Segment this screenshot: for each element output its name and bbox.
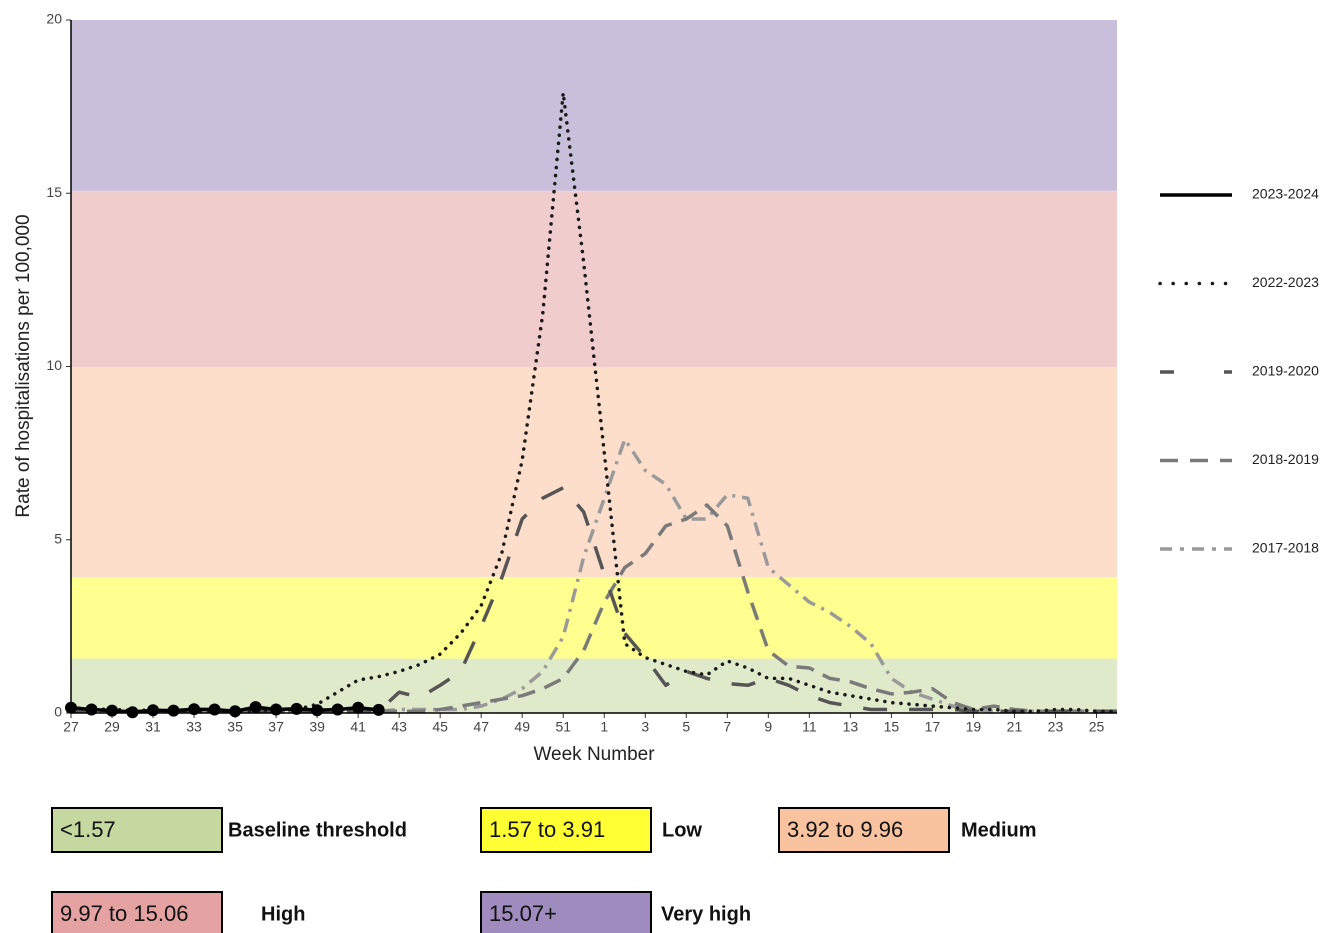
series-line xyxy=(69,91,1119,714)
threshold-range: 9.97 to 15.06 xyxy=(60,901,188,926)
x-tick-label: 51 xyxy=(555,719,571,735)
threshold-level: Medium xyxy=(961,819,1037,841)
x-tick-label: 23 xyxy=(1048,719,1064,735)
severity-band xyxy=(71,191,1117,368)
threshold-range: <1.57 xyxy=(60,817,116,842)
x-tick-label: 3 xyxy=(641,719,649,735)
threshold-range: 1.57 to 3.91 xyxy=(489,817,605,842)
threshold-level: Low xyxy=(662,819,702,841)
series-marker xyxy=(147,704,160,717)
x-tick-label: 45 xyxy=(432,719,448,735)
x-tick-label: 37 xyxy=(268,719,284,735)
x-tick-label: 41 xyxy=(350,719,366,735)
legend-label: 2018-2019 xyxy=(1252,451,1319,467)
series-marker xyxy=(290,702,303,715)
y-tick-label: 5 xyxy=(54,530,62,546)
series-marker xyxy=(167,704,180,717)
threshold-level: High xyxy=(261,903,305,925)
y-tick-label: 20 xyxy=(46,11,62,27)
series-marker xyxy=(229,705,242,718)
x-tick-label: 13 xyxy=(843,719,859,735)
x-tick-label: 43 xyxy=(391,719,407,735)
legend-label: 2022-2023 xyxy=(1252,274,1319,290)
legend-label: 2019-2020 xyxy=(1252,363,1319,379)
x-tick-label: 29 xyxy=(104,719,120,735)
series-line xyxy=(70,705,379,715)
series-marker xyxy=(372,703,385,716)
severity-band xyxy=(71,367,1117,578)
severity-band xyxy=(71,577,1117,659)
series-line xyxy=(71,503,1117,714)
threshold-level: Baseline threshold xyxy=(228,819,407,841)
threshold-box xyxy=(51,807,223,853)
threshold-box xyxy=(778,807,950,853)
legend-label: 2023-2024 xyxy=(1252,186,1319,202)
y-tick-label: 10 xyxy=(46,357,62,373)
x-tick-label: 27 xyxy=(63,719,79,735)
x-tick-label: 11 xyxy=(802,719,817,735)
x-tick-label: 1 xyxy=(600,719,608,735)
x-tick-label: 17 xyxy=(925,719,941,735)
threshold-range: 15.07+ xyxy=(489,901,557,926)
threshold-range: 3.92 to 9.96 xyxy=(787,817,903,842)
x-tick-label: 33 xyxy=(186,719,202,735)
x-tick-label: 9 xyxy=(764,719,772,735)
x-tick-label: 35 xyxy=(227,719,243,735)
x-tick-label: 5 xyxy=(682,719,690,735)
severity-band xyxy=(71,658,1117,713)
x-tick-label: 21 xyxy=(1007,719,1023,735)
series-marker xyxy=(188,703,201,716)
x-tick-label: 25 xyxy=(1089,719,1105,735)
series-marker xyxy=(249,701,262,714)
threshold-level: Very high xyxy=(661,903,751,925)
x-tick-label: 39 xyxy=(309,719,325,735)
x-tick-label: 19 xyxy=(966,719,982,735)
legend-label: 2017-2018 xyxy=(1252,540,1319,556)
x-tick-label: 49 xyxy=(514,719,530,735)
series-marker xyxy=(352,701,365,714)
threshold-box xyxy=(480,891,652,933)
threshold-box xyxy=(51,891,223,933)
y-axis-label: Rate of hospitalisations per 100,000 xyxy=(13,214,34,517)
severity-band xyxy=(71,20,1117,191)
x-tick-label: 31 xyxy=(145,719,161,735)
x-axis-label: Week Number xyxy=(533,744,655,765)
x-tick-label: 15 xyxy=(884,719,900,735)
x-tick-label: 7 xyxy=(723,719,731,735)
y-tick-label: 15 xyxy=(46,184,62,200)
threshold-box xyxy=(480,807,652,853)
series-marker xyxy=(106,704,119,717)
series-marker xyxy=(311,704,324,717)
x-tick-label: 47 xyxy=(473,719,489,735)
y-tick-label: 0 xyxy=(54,704,62,720)
